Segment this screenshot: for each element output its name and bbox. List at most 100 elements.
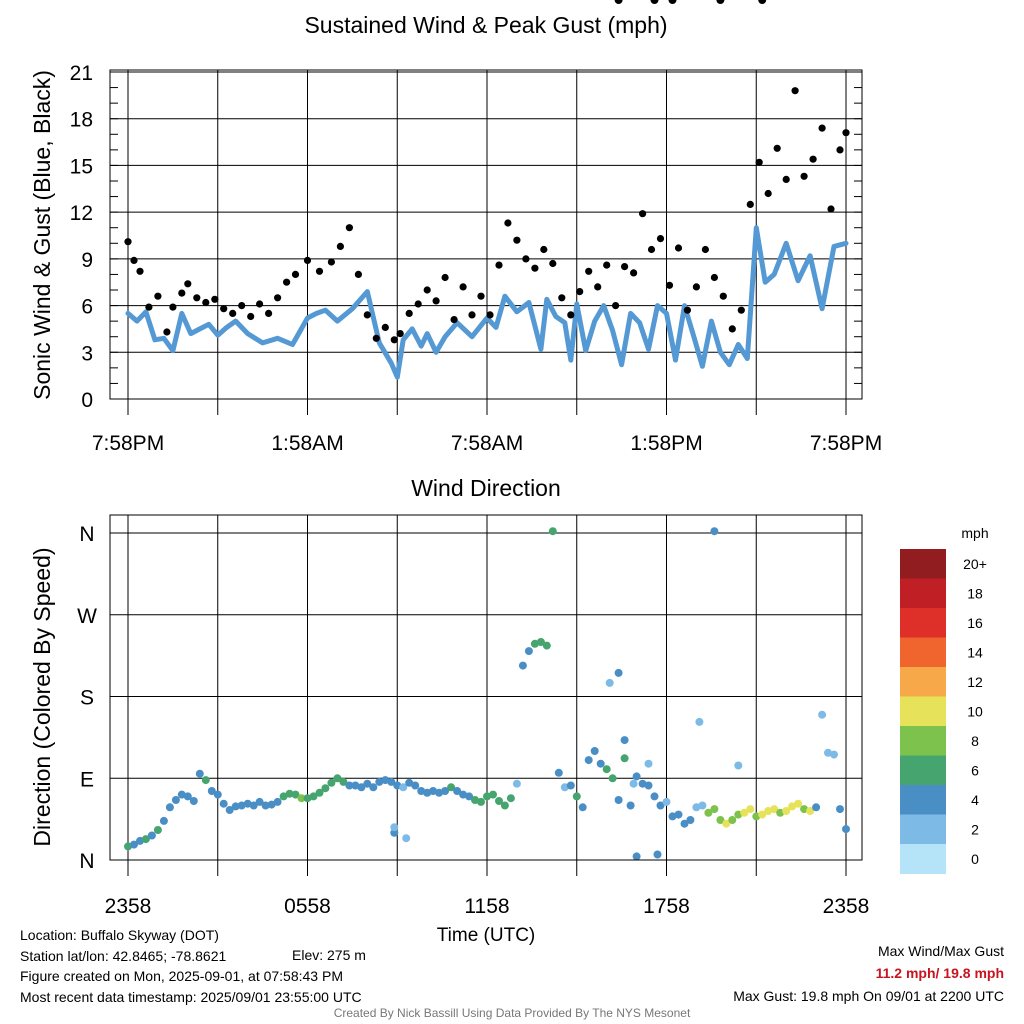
chart2-xtick-label: 1758 [643,895,690,918]
direction-point [650,0,659,4]
direction-point [267,800,276,809]
max-values: 11.2 mph/ 19.8 mph [875,965,1004,981]
direction-point [225,806,234,814]
chart1-ytick-label: 12 [70,202,93,225]
direction-point [141,835,150,844]
gust-point [372,334,380,342]
direction-point [764,807,773,815]
chart2-points [124,0,850,861]
gust-point [603,261,611,269]
direction-point [417,787,426,795]
colorbar-swatch [900,696,946,727]
gust-point [303,256,312,264]
gust-point [229,309,237,317]
chart2-frame [109,514,863,861]
gust-point [124,238,132,246]
gust-point [827,205,835,213]
gust-point [842,129,850,137]
gust-point [130,256,138,264]
gust-point [432,297,440,305]
direction-point [614,668,623,677]
direction-point [716,0,725,4]
colorbar-label: 14 [967,644,983,660]
direction-point [680,819,689,828]
direction-point [297,794,306,803]
direction-point [770,805,779,814]
direction-point [333,774,342,783]
location-text: Location: Buffalo Skyway (DOT) [20,927,219,943]
direction-point [554,768,563,777]
direction-point [321,784,330,793]
direction-point [171,796,180,804]
direction-point [189,797,198,805]
direction-point [602,765,611,774]
gust-point [136,267,144,275]
direction-point [471,796,479,804]
direction-point [818,710,827,719]
gust-point [405,309,413,317]
gust-point [683,306,692,314]
direction-point [153,826,162,834]
chart1-ylabel: Sonic Wind & Gust (Blue, Black) [29,70,55,400]
chart2-ylabel: Direction (Colored By Speed) [29,547,55,846]
created-text: Figure created on Mon, 2025-09-01, at 07… [20,968,343,984]
direction-point [812,803,821,812]
direction-point [465,792,474,801]
direction-point [800,805,809,814]
chart1-ytick-label: 3 [81,342,93,365]
gust-point [782,175,790,183]
gust-point [363,311,371,319]
chart2-ytick-label: W [77,605,97,628]
direction-point [390,828,399,837]
direction-point [788,802,797,811]
gust-point [531,264,539,272]
direction-point [273,797,282,806]
direction-point [644,759,653,768]
gust-point [701,245,710,254]
direction-point [698,801,707,810]
gust-point [178,289,186,297]
direction-point [261,801,270,810]
gust-point [665,281,674,289]
gust-point [414,300,422,308]
chart2-ytick-label: N [79,523,94,546]
gust-point [836,146,844,154]
direction-point [402,834,411,843]
colorbar: 20+ 18 16 14 12 10 8 6 4 2 0 [900,549,987,874]
colorbar-swatch [900,844,946,874]
direction-point [405,778,414,787]
direction-point [614,796,623,804]
direction-point [650,792,659,801]
chart2-ticks: 2358 0558 1158 1758 2358 N E S W N [77,523,869,918]
chart2-title: Wind Direction [411,475,561,501]
gust-point [381,323,389,331]
colorbar-label: 6 [971,762,979,778]
direction-point [836,805,844,814]
recent-data-text: Most recent data timestamp: 2025/09/01 2… [20,989,362,1005]
colorbar-label: 20+ [963,556,987,572]
direction-point [776,808,785,817]
direction-point [728,816,737,824]
gust-point [504,219,512,227]
direction-point [644,781,653,790]
direction-point [782,807,791,815]
direction-point [590,747,599,755]
gust-point [169,303,177,311]
direction-point [390,823,399,832]
direction-point [345,781,354,790]
gust-point [764,189,772,198]
gust-point [746,200,754,208]
elev-text: Elev: 275 m [292,947,366,963]
gust-point [639,210,647,218]
direction-point [542,641,551,650]
gust-point [540,245,548,254]
chart2-xtick-label: 2358 [105,895,152,918]
gust-point [336,242,344,250]
gust-point [800,172,808,180]
gust-point [238,302,246,310]
direction-point [662,797,671,806]
chart1-black-series [124,87,850,344]
colorbar-label: 16 [967,615,983,631]
direction-point [560,783,569,792]
